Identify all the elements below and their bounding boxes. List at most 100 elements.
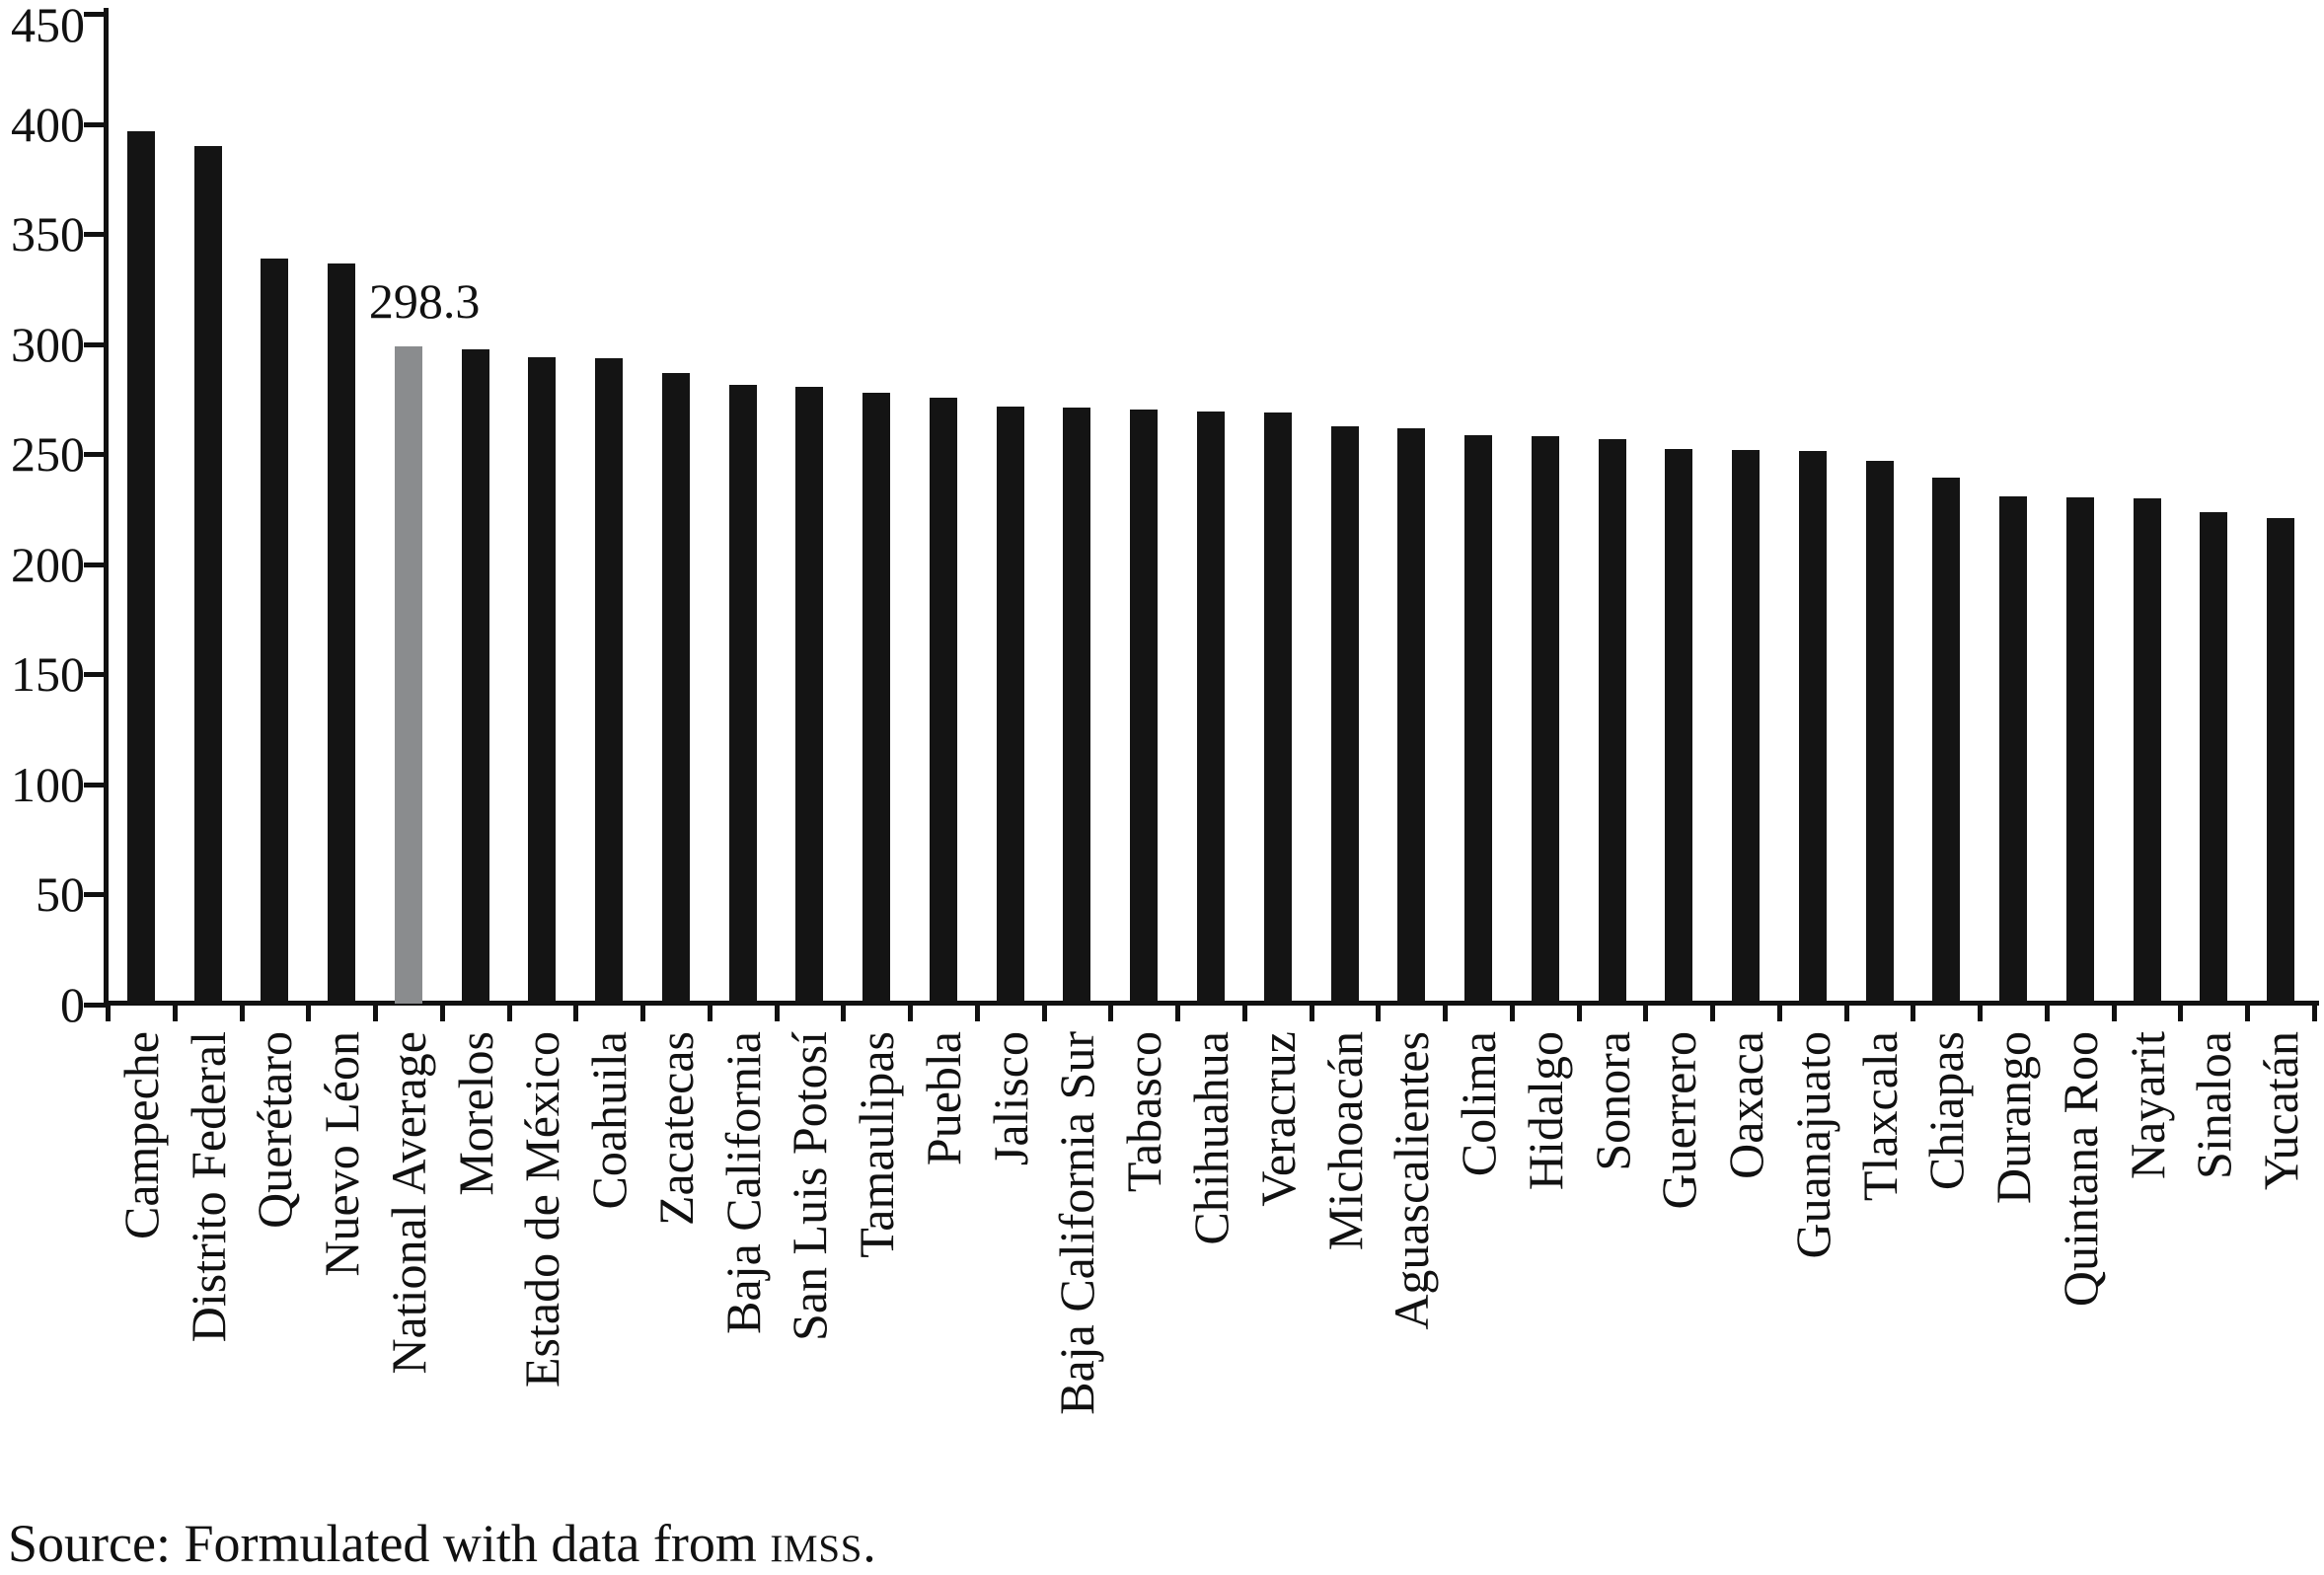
x-tick — [306, 1005, 312, 1021]
x-tick — [172, 1005, 178, 1021]
x-tick — [1911, 1005, 1916, 1021]
x-category-label: Michoacán — [1316, 1031, 1373, 1251]
x-tick — [1643, 1005, 1649, 1021]
bar — [661, 372, 690, 1004]
bar — [728, 385, 757, 1004]
y-tick-label: 100 — [11, 756, 85, 812]
bar — [1598, 438, 1626, 1004]
x-tick — [506, 1005, 512, 1021]
x-tick — [1241, 1005, 1247, 1021]
x-tick — [1710, 1005, 1716, 1021]
bar — [996, 407, 1024, 1004]
source-period: . — [862, 1514, 876, 1573]
x-category-label: Veracruz — [1249, 1031, 1306, 1207]
bar — [126, 131, 155, 1004]
bar — [2267, 518, 2295, 1004]
bar — [1397, 427, 1426, 1004]
y-tick — [84, 1003, 106, 1008]
bar — [193, 145, 222, 1004]
x-category-label: Nayarit — [2119, 1031, 2175, 1179]
y-tick-label: 250 — [11, 426, 85, 483]
x-category-label: Colima — [1451, 1031, 1507, 1177]
x-category-label: Chihuahua — [1183, 1031, 1238, 1245]
x-tick — [573, 1005, 579, 1021]
x-tick — [1041, 1005, 1047, 1021]
x-category-label: San Luis Potosí — [782, 1031, 838, 1341]
x-tick — [1509, 1005, 1515, 1021]
x-category-label: Distrito Federal — [180, 1031, 236, 1343]
y-tick — [84, 341, 106, 347]
x-category-label: Tlaxcala — [1851, 1031, 1908, 1202]
x-tick — [1776, 1005, 1782, 1021]
bar — [328, 263, 356, 1004]
x-category-label: Chiapas — [1918, 1031, 1975, 1191]
x-tick — [2312, 1005, 2317, 1021]
bar — [929, 398, 957, 1004]
x-category-label: Aguascalientes — [1384, 1031, 1440, 1330]
bar — [1263, 412, 1292, 1004]
x-category-label: Campeche — [112, 1031, 169, 1240]
x-tick — [2245, 1005, 2251, 1021]
x-tick — [1576, 1005, 1582, 1021]
bar — [1932, 477, 1961, 1004]
x-tick — [974, 1005, 980, 1021]
x-tick — [1376, 1005, 1382, 1021]
bar — [1665, 448, 1693, 1004]
y-tick-label: 350 — [11, 206, 85, 262]
source-text: Source: Formulated with data from — [8, 1514, 771, 1573]
bar — [1865, 461, 1894, 1004]
y-tick — [84, 782, 106, 788]
x-category-label: Sonora — [1584, 1031, 1640, 1171]
x-category-label: Zacatecas — [647, 1031, 704, 1227]
average-value-label: 298.3 — [368, 273, 481, 330]
x-tick — [106, 1005, 111, 1021]
bar — [1798, 450, 1827, 1004]
x-tick — [439, 1005, 445, 1021]
x-category-label: Jalisco — [982, 1031, 1038, 1166]
x-category-label: National Average — [380, 1031, 436, 1375]
x-category-label: Oaxaca — [1718, 1031, 1774, 1179]
bar — [1464, 435, 1493, 1004]
bar — [261, 258, 289, 1004]
bar — [1531, 436, 1559, 1004]
y-tick-label: 300 — [11, 316, 85, 372]
x-category-label: Baja California — [714, 1031, 771, 1334]
x-category-label: Morelos — [447, 1031, 503, 1196]
x-category-label: Tabasco — [1116, 1031, 1172, 1193]
x-category-label: Durango — [1986, 1031, 2042, 1204]
bar — [528, 357, 557, 1004]
x-tick — [2044, 1005, 2050, 1021]
x-category-label: Hidalgo — [1517, 1031, 1573, 1191]
x-category-label: Nuevo Léon — [314, 1031, 370, 1277]
y-tick-label: 450 — [11, 0, 85, 52]
x-tick — [1843, 1005, 1849, 1021]
x-tick — [640, 1005, 646, 1021]
x-tick — [1108, 1005, 1114, 1021]
x-category-label: Guanajuato — [1784, 1031, 1840, 1259]
x-tick — [908, 1005, 914, 1021]
x-tick — [707, 1005, 712, 1021]
x-tick — [841, 1005, 847, 1021]
y-tick-label: 400 — [11, 96, 85, 152]
imss-smallcaps: IMSS — [770, 1528, 863, 1570]
x-category-label: Puebla — [915, 1031, 971, 1166]
x-category-label: Quintana Roo — [2052, 1031, 2108, 1308]
bar — [795, 387, 824, 1004]
x-category-label: Querétaro — [247, 1031, 303, 1229]
x-tick — [2111, 1005, 2117, 1021]
bar — [2065, 496, 2094, 1004]
x-tick — [1309, 1005, 1314, 1021]
x-tick — [373, 1005, 379, 1021]
y-tick — [84, 562, 106, 567]
bar — [1732, 449, 1761, 1004]
y-tick-label: 50 — [36, 866, 85, 923]
source-note: Source: Formulated with data from IMSS. — [8, 1514, 876, 1575]
bar — [1330, 426, 1359, 1004]
x-tick — [2178, 1005, 2184, 1021]
bar — [1999, 495, 2028, 1004]
y-tick — [84, 892, 106, 898]
y-tick — [84, 12, 106, 17]
x-category-label: Guerrero — [1651, 1031, 1707, 1210]
x-category-label: Sinaloa — [2186, 1031, 2242, 1179]
